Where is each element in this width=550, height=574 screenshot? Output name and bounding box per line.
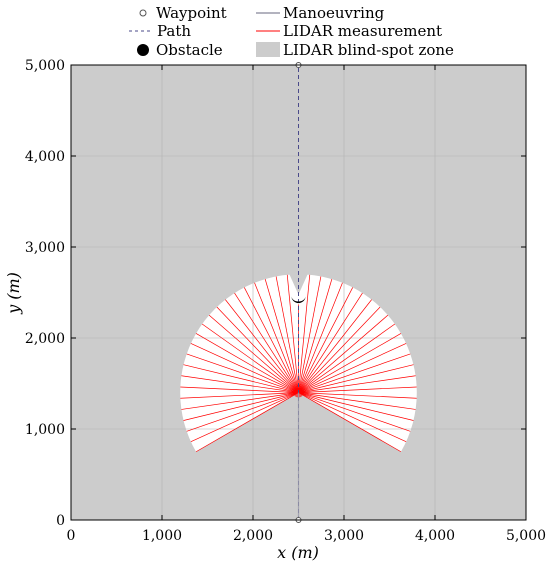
- legend-label-blindspot: LIDAR blind-spot zone: [283, 41, 454, 59]
- lidar-ray: [298, 323, 396, 393]
- y-tick-label: 2,000: [25, 331, 65, 347]
- lidar-ray: [298, 343, 407, 393]
- lidar-ray: [298, 282, 343, 393]
- lidar-ray: [298, 392, 417, 399]
- lidar-ray: [201, 323, 299, 393]
- lidar-ray: [298, 392, 411, 432]
- plot-frame: [70, 64, 527, 521]
- legend-obstacle-icon: [137, 44, 149, 56]
- lidar-ray: [254, 282, 299, 393]
- lidar-ray: [195, 392, 299, 453]
- y-tick-label: 5,000: [25, 58, 65, 74]
- lidar-ray: [186, 392, 299, 432]
- lidar-ray: [298, 353, 411, 393]
- x-tick-label: 0: [67, 528, 76, 544]
- lidar-ray: [183, 392, 299, 421]
- y-tick-label: 1,000: [25, 422, 65, 438]
- lidar-ray: [190, 343, 299, 393]
- lidar-ray: [298, 392, 416, 410]
- y-axis-label: y (m): [4, 272, 23, 315]
- lidar-ray: [298, 274, 311, 393]
- lidar-ray: [298, 392, 402, 453]
- legend-label-manoeuvring: Manoeuvring: [283, 4, 385, 22]
- lidar-ray: [298, 299, 372, 393]
- lidar-ray: [208, 314, 299, 393]
- legend-label-obstacle: Obstacle: [156, 41, 223, 59]
- lidar-ray: [298, 333, 402, 393]
- x-tick-label: 4,000: [415, 528, 455, 544]
- y-axis-ticks: 0 1,000 2,000 3,000 4,000 5,000: [25, 58, 526, 529]
- lidar-ray: [298, 278, 333, 393]
- legend-label-path: Path: [157, 22, 191, 40]
- x-tick-label: 5,000: [506, 528, 546, 544]
- lidar-ray: [298, 276, 322, 393]
- lidar-ray: [264, 278, 299, 393]
- lidar-ray: [298, 386, 417, 393]
- lidar-ray: [181, 392, 299, 410]
- legend: Waypoint Manoeuvring Path LIDAR measurem…: [129, 4, 454, 59]
- lidar-ray: [286, 274, 299, 393]
- lidar-ray: [298, 392, 407, 443]
- lidar-ray: [298, 314, 389, 393]
- lidar-ray: [180, 386, 299, 393]
- lidar-ray: [183, 364, 299, 393]
- plot-area: [70, 62, 527, 523]
- x-tick-label: 3,000: [324, 528, 364, 544]
- obstacle-marker: [291, 296, 306, 304]
- x-axis-label: x (m): [277, 543, 319, 562]
- legend-blindspot-icon: [256, 42, 280, 57]
- legend-label-waypoint: Waypoint: [156, 4, 227, 22]
- y-tick-label: 0: [56, 513, 65, 529]
- lidar-ray: [181, 375, 299, 393]
- lidar-ray: [298, 375, 416, 393]
- x-tick-label: 1,000: [142, 528, 182, 544]
- x-axis-ticks: 0 1,000 2,000 3,000 4,000 5,000: [67, 65, 546, 544]
- y-tick-label: 4,000: [25, 149, 65, 165]
- lidar-ray: [298, 306, 381, 393]
- y-tick-label: 3,000: [25, 240, 65, 256]
- lidar-ray: [190, 392, 299, 443]
- lidar-ray: [298, 292, 363, 393]
- lidar-ray: [180, 392, 299, 399]
- lidar-ray: [216, 306, 299, 393]
- legend-waypoint-icon: [139, 9, 147, 17]
- lidar-ray: [275, 276, 299, 393]
- lidar-ray: [234, 292, 299, 393]
- x-tick-label: 2,000: [233, 528, 273, 544]
- lidar-ray: [298, 364, 414, 393]
- lidar-ray: [195, 333, 299, 393]
- lidar-ray: [225, 299, 299, 393]
- legend-label-lidar: LIDAR measurement: [283, 22, 442, 40]
- lidar-ray: [186, 353, 299, 393]
- lidar-ray: [298, 392, 414, 421]
- lidar-ray: [298, 287, 354, 393]
- lidar-ray: [243, 287, 299, 393]
